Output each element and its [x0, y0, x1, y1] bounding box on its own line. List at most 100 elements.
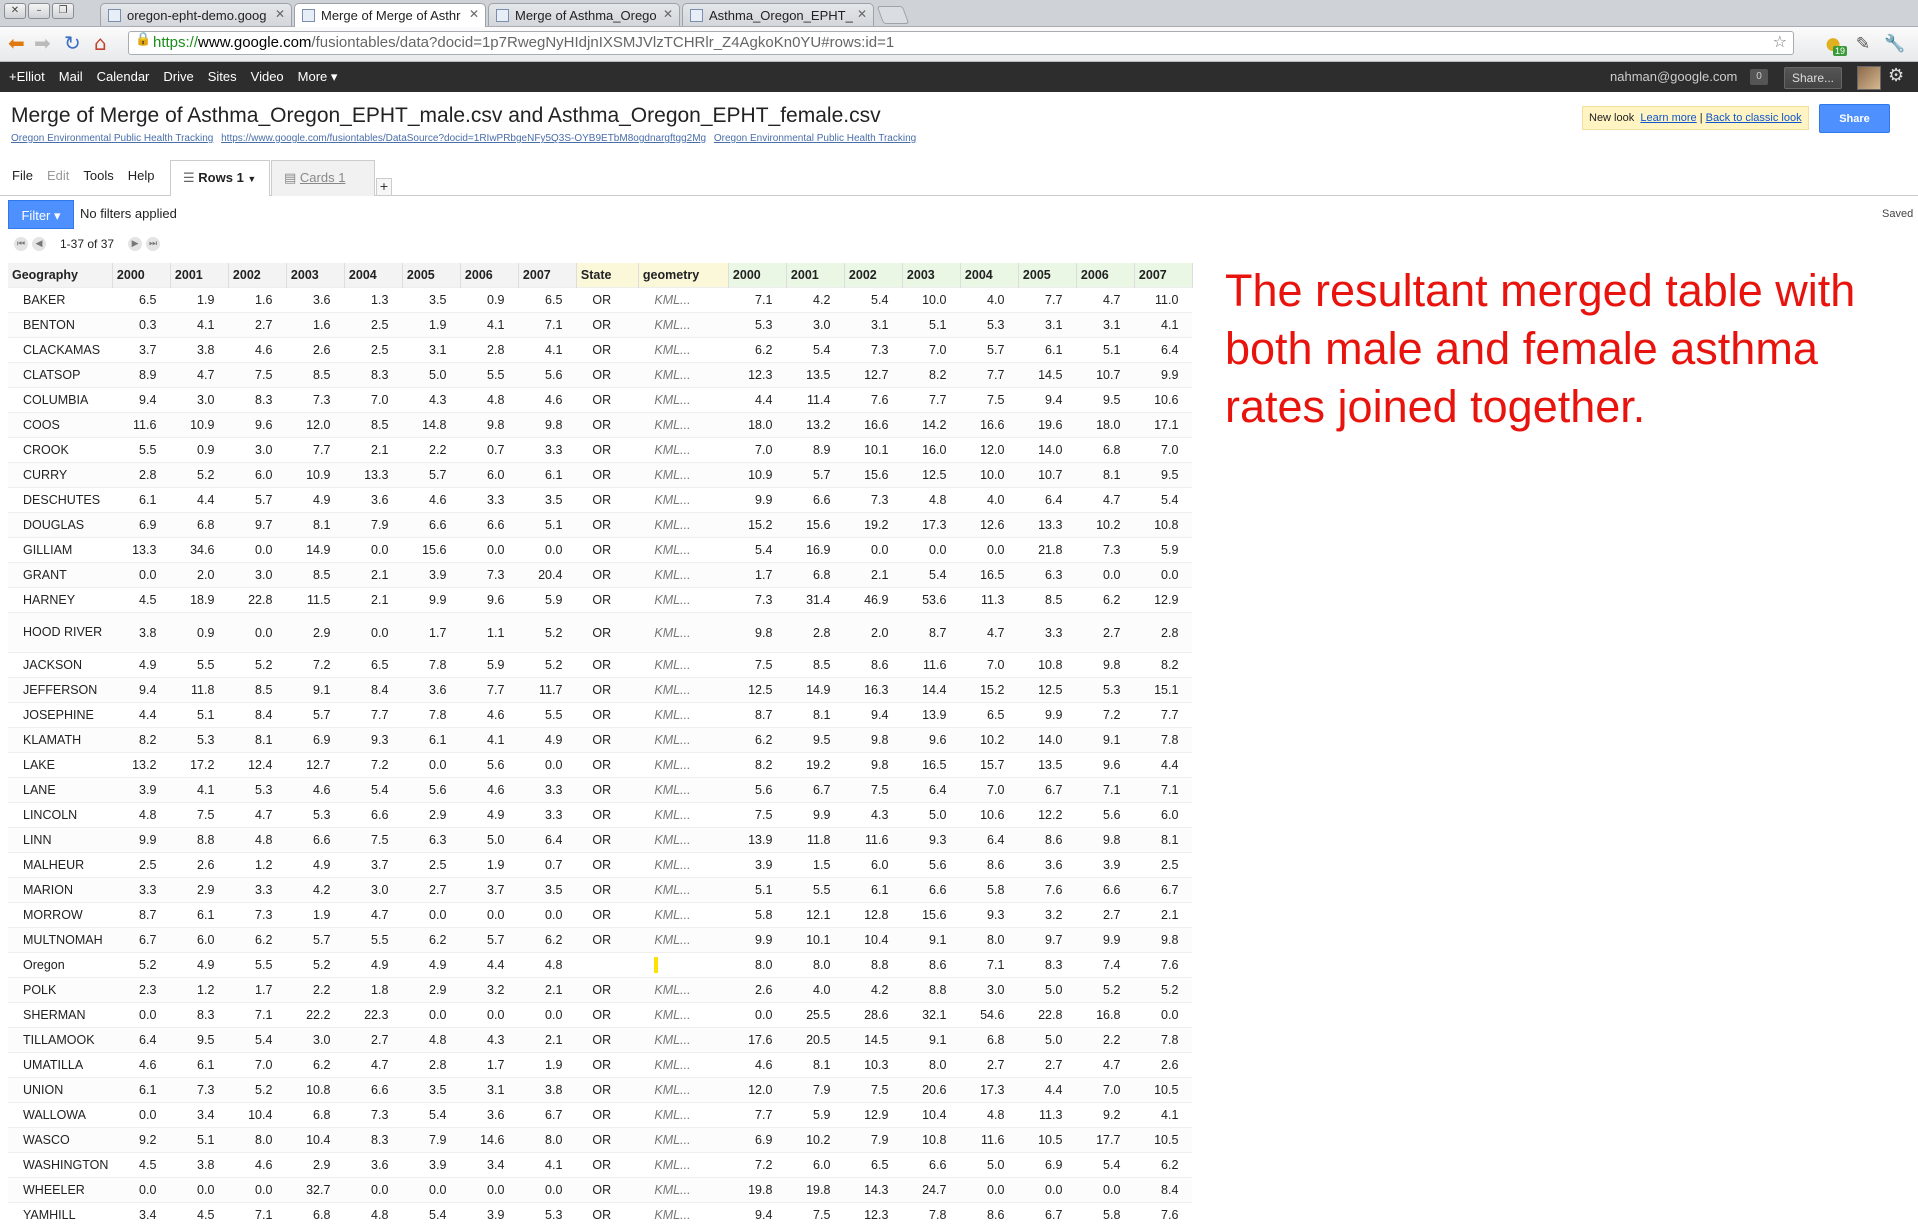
new-tab-button[interactable]	[877, 6, 910, 24]
last-page-icon[interactable]: ⏭	[146, 237, 160, 251]
close-tab-icon[interactable]: ✕	[275, 7, 285, 21]
menu-tools[interactable]: Tools	[83, 168, 113, 183]
gbar-link-sites[interactable]: Sites	[208, 62, 237, 92]
column-header[interactable]: 2004	[344, 263, 402, 288]
browser-tab-4[interactable]: Asthma_Oregon_EPHT_ ✕	[682, 3, 874, 26]
close-tab-icon[interactable]: ✕	[857, 7, 867, 21]
column-header[interactable]: Geography	[8, 263, 112, 288]
browser-tab-1[interactable]: oregon-epht-demo.goog ✕	[100, 3, 292, 26]
add-tab-button[interactable]: +	[376, 178, 392, 196]
close-tab-icon[interactable]: ✕	[663, 7, 673, 21]
menu-edit[interactable]: Edit	[47, 168, 69, 183]
gbar-link-drive[interactable]: Drive	[163, 62, 193, 92]
column-header[interactable]: State	[576, 263, 638, 288]
first-page-icon[interactable]: ⏮	[14, 237, 28, 251]
column-header[interactable]: 2000	[112, 263, 170, 288]
gbar-link-video[interactable]: Video	[251, 62, 284, 92]
reload-icon[interactable]: ↻	[64, 31, 81, 55]
attribution-link[interactable]: Oregon Environmental Public Health Track…	[714, 133, 916, 144]
prev-page-icon[interactable]: ◀	[32, 237, 46, 251]
back-icon[interactable]: ⬅	[8, 31, 25, 55]
filter-button[interactable]: Filter ▾	[8, 200, 74, 229]
column-header[interactable]: 2006	[1076, 263, 1134, 288]
column-header[interactable]: 2004	[960, 263, 1018, 288]
browser-tab-3[interactable]: Merge of Asthma_Orego ✕	[488, 3, 680, 26]
wrench-icon[interactable]: 🔧	[1884, 33, 1906, 55]
next-page-icon[interactable]: ▶	[128, 237, 142, 251]
account-email[interactable]: nahman@google.com	[1610, 62, 1737, 92]
column-header[interactable]: 2002	[844, 263, 902, 288]
close-window-icon[interactable]: ✕	[4, 3, 26, 19]
menu-file[interactable]: File	[12, 168, 33, 183]
gear-icon[interactable]: ⚙	[1888, 65, 1904, 86]
share-button[interactable]: Share	[1819, 104, 1890, 133]
browser-tab-2[interactable]: Merge of Merge of Asthr ✕	[294, 3, 486, 27]
column-header[interactable]: 2007	[518, 263, 576, 288]
column-header[interactable]: 2007	[1134, 263, 1192, 288]
tab-rows[interactable]: ☰ Rows 1 ▼	[170, 160, 270, 196]
classic-look-link[interactable]: Back to classic look	[1706, 112, 1802, 124]
minimize-window-icon[interactable]: –	[28, 3, 50, 19]
column-header[interactable]: 2000	[728, 263, 786, 288]
column-header[interactable]: 2003	[902, 263, 960, 288]
attribution-link[interactable]: https://www.google.com/fusiontables/Data…	[221, 133, 706, 144]
menu-help[interactable]: Help	[128, 168, 155, 183]
column-header[interactable]: 2001	[170, 263, 228, 288]
column-header[interactable]: 2006	[460, 263, 518, 288]
restore-window-icon[interactable]: ❐	[52, 3, 74, 19]
avatar[interactable]	[1857, 66, 1881, 90]
bookmark-star-icon[interactable]: ☆	[1773, 32, 1787, 51]
column-header[interactable]: 2001	[786, 263, 844, 288]
learn-more-link[interactable]: Learn more	[1640, 112, 1696, 124]
home-icon[interactable]: ⌂	[94, 31, 107, 55]
close-tab-icon[interactable]: ✕	[469, 7, 479, 21]
forward-icon[interactable]: ➡	[34, 31, 51, 55]
notification-count[interactable]: 0	[1750, 69, 1768, 85]
gbar-link-more[interactable]: More ▾	[298, 62, 338, 92]
column-header[interactable]: geometry	[638, 263, 728, 288]
gbar-link-profile[interactable]: +Elliot	[9, 62, 45, 92]
tab-cards[interactable]: ▤ Cards 1	[271, 160, 375, 196]
attribution-link[interactable]: Oregon Environmental Public Health Track…	[11, 133, 213, 144]
column-header[interactable]: 2005	[1018, 263, 1076, 288]
gbar-link-mail[interactable]: Mail	[59, 62, 83, 92]
column-header[interactable]: 2005	[402, 263, 460, 288]
eyedropper-icon[interactable]: ✎	[1852, 33, 1874, 55]
address-bar[interactable]: 🔒 https://www.google.com/fusiontables/da…	[128, 31, 1794, 55]
gbar-share-button[interactable]: Share...	[1784, 67, 1842, 89]
